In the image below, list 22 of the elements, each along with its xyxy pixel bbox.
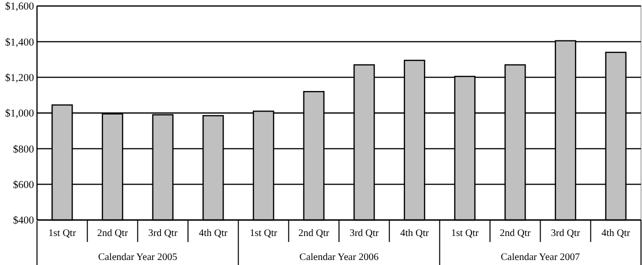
y-tick-label: $1,400 (5, 37, 34, 48)
x-tick-label: 3rd Qtr (550, 228, 581, 239)
x-tick-label: 2nd Qtr (500, 228, 532, 239)
x-tick-label: 2nd Qtr (298, 228, 330, 239)
x-tick-label: 1st Qtr (250, 228, 278, 239)
y-tick-label: $800 (13, 144, 34, 156)
x-tick-label: 4th Qtr (602, 228, 631, 239)
text: Calendar Year 2006 (299, 252, 379, 263)
y-tick-label: $1,600 (5, 2, 34, 13)
y-tick-label: $600 (13, 180, 34, 192)
x-tick-label: 3rd Qtr (148, 228, 178, 239)
y-tick-label: $1,000 (5, 108, 34, 120)
y-tick-label: $1,200 (5, 73, 34, 84)
y-tick-label: $400 (13, 216, 34, 227)
x-tick-label: 4th Qtr (198, 228, 228, 239)
x-tick-label: 1st Qtr (48, 228, 77, 239)
text: Calendar Year 2007 (500, 252, 580, 263)
x-tick-label: 3rd Qtr (350, 228, 380, 239)
x-tick-label: 2nd Qtr (97, 228, 129, 239)
x-tick-label: 1st Qtr (451, 228, 480, 239)
text: Calendar Year 2005 (98, 252, 178, 263)
x-tick-label: 4th Qtr (400, 228, 430, 239)
